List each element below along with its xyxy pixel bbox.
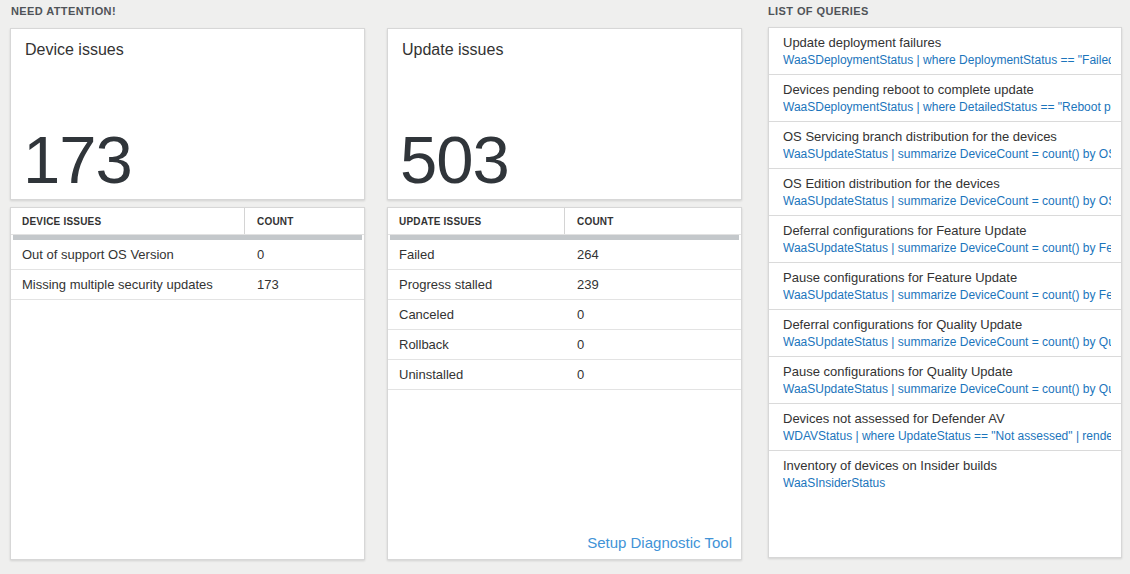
issue-count: 0 xyxy=(565,300,741,329)
issue-name: Missing multiple security updates xyxy=(11,270,245,299)
query-text-link[interactable]: WaaSDeploymentStatus | where DetailedSta… xyxy=(783,99,1111,115)
column-header-device-issues: DEVICE ISSUES xyxy=(11,208,245,234)
query-list-item[interactable]: OS Servicing branch distribution for the… xyxy=(769,122,1121,169)
table-row[interactable]: Canceled 0 xyxy=(388,300,741,330)
query-list-item[interactable]: Inventory of devices on Insider builds W… xyxy=(769,451,1121,498)
query-list-item[interactable]: OS Edition distribution for the devices … xyxy=(769,169,1121,216)
query-title: Pause configurations for Feature Update xyxy=(783,269,1111,287)
issue-name: Out of support OS Version xyxy=(11,240,245,269)
table-header-row: DEVICE ISSUES COUNT xyxy=(11,208,364,235)
query-title: Pause configurations for Quality Update xyxy=(783,363,1111,381)
query-list-item[interactable]: Deferral configurations for Feature Upda… xyxy=(769,216,1121,263)
query-text-link[interactable]: WaaSInsiderStatus xyxy=(783,475,1111,491)
table-row[interactable]: Missing multiple security updates 173 xyxy=(11,270,364,300)
column-header-count: COUNT xyxy=(245,208,364,234)
query-text-link[interactable]: WaaSUpdateStatus | summarize DeviceCount… xyxy=(783,240,1111,256)
query-text-link[interactable]: WaaSDeploymentStatus | where DeploymentS… xyxy=(783,52,1111,68)
update-issues-count: 503 xyxy=(400,125,509,195)
table-row[interactable]: Rollback 0 xyxy=(388,330,741,360)
device-issues-count: 173 xyxy=(23,125,132,195)
query-text-link[interactable]: WDAVStatus | where UpdateStatus == "Not … xyxy=(783,428,1111,444)
update-issues-table: UPDATE ISSUES COUNT Failed 264 Progress … xyxy=(387,207,742,560)
column-header-update-issues: UPDATE ISSUES xyxy=(388,208,565,234)
table-header-row: UPDATE ISSUES COUNT xyxy=(388,208,741,235)
table-row[interactable]: Failed 264 xyxy=(388,240,741,270)
issue-name: Canceled xyxy=(388,300,565,329)
query-list-item[interactable]: Pause configurations for Quality Update … xyxy=(769,357,1121,404)
query-list-item[interactable]: Deferral configurations for Quality Upda… xyxy=(769,310,1121,357)
column-header-count: COUNT xyxy=(565,208,741,234)
query-text-link[interactable]: WaaSUpdateStatus | summarize DeviceCount… xyxy=(783,381,1111,397)
query-list-item[interactable]: Devices pending reboot to complete updat… xyxy=(769,75,1121,122)
query-title: OS Edition distribution for the devices xyxy=(783,175,1111,193)
query-text-link[interactable]: WaaSUpdateStatus | summarize DeviceCount… xyxy=(783,193,1111,209)
query-title: Deferral configurations for Quality Upda… xyxy=(783,316,1111,334)
query-title: Deferral configurations for Feature Upda… xyxy=(783,222,1111,240)
query-title: Inventory of devices on Insider builds xyxy=(783,457,1111,475)
query-text-link[interactable]: WaaSUpdateStatus | summarize DeviceCount… xyxy=(783,334,1111,350)
issue-count: 173 xyxy=(245,270,364,299)
query-title: Devices pending reboot to complete updat… xyxy=(783,81,1111,99)
issue-name: Failed xyxy=(388,240,565,269)
table-row[interactable]: Progress stalled 239 xyxy=(388,270,741,300)
query-title: Devices not assessed for Defender AV xyxy=(783,410,1111,428)
issue-name: Uninstalled xyxy=(388,360,565,389)
query-text-link[interactable]: WaaSUpdateStatus | summarize DeviceCount… xyxy=(783,287,1111,303)
list-of-queries-section-label: LIST OF QUERIES xyxy=(768,5,869,17)
issue-count: 239 xyxy=(565,270,741,299)
update-issues-title: Update issues xyxy=(402,41,503,59)
issue-count: 0 xyxy=(565,330,741,359)
issue-count: 264 xyxy=(565,240,741,269)
table-row[interactable]: Out of support OS Version 0 xyxy=(11,240,364,270)
device-issues-table: DEVICE ISSUES COUNT Out of support OS Ve… xyxy=(10,207,365,560)
query-list-item[interactable]: Devices not assessed for Defender AV WDA… xyxy=(769,404,1121,451)
device-issues-tile[interactable]: Device issues 173 xyxy=(10,28,365,200)
dashboard: NEED ATTENTION! LIST OF QUERIES Device i… xyxy=(0,0,1130,574)
query-list-item[interactable]: Update deployment failures WaaSDeploymen… xyxy=(769,28,1121,75)
query-title: Update deployment failures xyxy=(783,34,1111,52)
setup-diagnostic-tool-link[interactable]: Setup Diagnostic Tool xyxy=(587,534,732,551)
query-title: OS Servicing branch distribution for the… xyxy=(783,128,1111,146)
update-issues-tile[interactable]: Update issues 503 xyxy=(387,28,742,200)
need-attention-section-label: NEED ATTENTION! xyxy=(11,5,116,17)
issue-name: Progress stalled xyxy=(388,270,565,299)
query-list-item[interactable]: Pause configurations for Feature Update … xyxy=(769,263,1121,310)
query-text-link[interactable]: WaaSUpdateStatus | summarize DeviceCount… xyxy=(783,146,1111,162)
issue-count: 0 xyxy=(245,240,364,269)
issue-name: Rollback xyxy=(388,330,565,359)
list-of-queries-panel: Update deployment failures WaaSDeploymen… xyxy=(768,27,1122,558)
table-row[interactable]: Uninstalled 0 xyxy=(388,360,741,390)
issue-count: 0 xyxy=(565,360,741,389)
device-issues-title: Device issues xyxy=(25,41,124,59)
